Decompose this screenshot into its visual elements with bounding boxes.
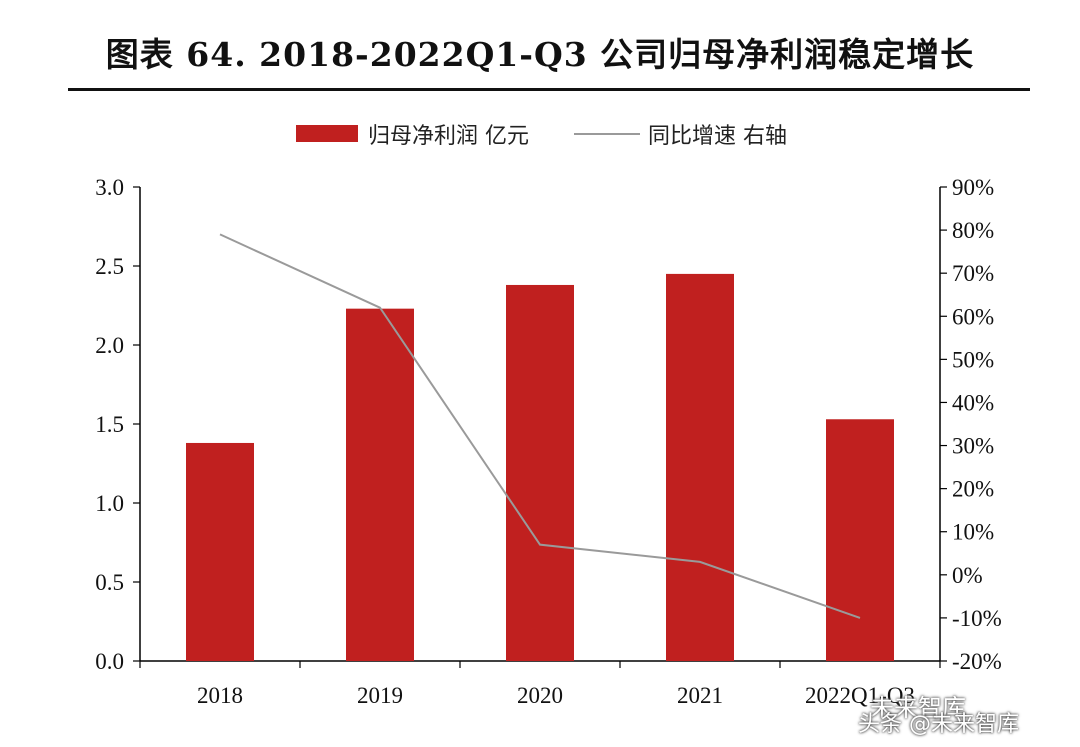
figure-title: 图表 64. 2018-2022Q1-Q3 公司归母净利润稳定增长 xyxy=(105,35,975,74)
watermark-top: 未来智库 xyxy=(870,694,966,722)
x-tick-label: 2022Q1-Q3 xyxy=(805,683,915,708)
right-tick-label: 30% xyxy=(952,434,994,459)
left-tick-label: 2.5 xyxy=(95,254,124,279)
left-tick-label: 3.0 xyxy=(95,175,124,200)
right-tick-label: 50% xyxy=(952,347,994,372)
right-tick-label: -20% xyxy=(952,649,1002,674)
right-tick-label: 80% xyxy=(952,218,994,243)
right-tick-label: 70% xyxy=(952,261,994,286)
right-tick-label: -10% xyxy=(952,606,1002,631)
right-tick-label: 20% xyxy=(952,477,994,502)
legend-bar-label: 归母净利润 亿元 xyxy=(368,124,529,149)
left-tick-label: 0.0 xyxy=(95,649,124,674)
legend-bar-swatch xyxy=(296,125,358,142)
right-tick-label: 60% xyxy=(952,304,994,329)
bar-2021 xyxy=(666,273,734,661)
title-underline xyxy=(68,88,1030,91)
left-tick-label: 2.0 xyxy=(95,333,124,358)
bar-2019 xyxy=(346,308,414,661)
legend: 归母净利润 亿元 同比增速 右轴 xyxy=(0,112,1080,152)
left-tick-label: 1.5 xyxy=(95,412,124,437)
right-tick-label: 40% xyxy=(952,390,994,415)
x-tick-label: 2021 xyxy=(677,683,723,708)
left-tick-label: 0.5 xyxy=(95,570,124,595)
left-tick-label: 1.0 xyxy=(95,491,124,516)
x-tick-label: 2020 xyxy=(517,683,563,708)
x-tick-label: 2018 xyxy=(197,683,243,708)
bar-2020 xyxy=(506,284,574,661)
legend-line-swatch xyxy=(574,133,640,135)
watermark-bottom: 头条 @未来智库 xyxy=(858,712,1019,737)
right-tick-label: 0% xyxy=(952,563,983,588)
right-tick-label: 90% xyxy=(952,175,994,200)
bar-2018 xyxy=(186,442,254,661)
x-tick-label: 2019 xyxy=(357,683,403,708)
legend-line-label: 同比增速 右轴 xyxy=(648,124,787,149)
right-tick-label: 10% xyxy=(952,520,994,545)
bar-2022Q1-Q3 xyxy=(826,419,894,661)
